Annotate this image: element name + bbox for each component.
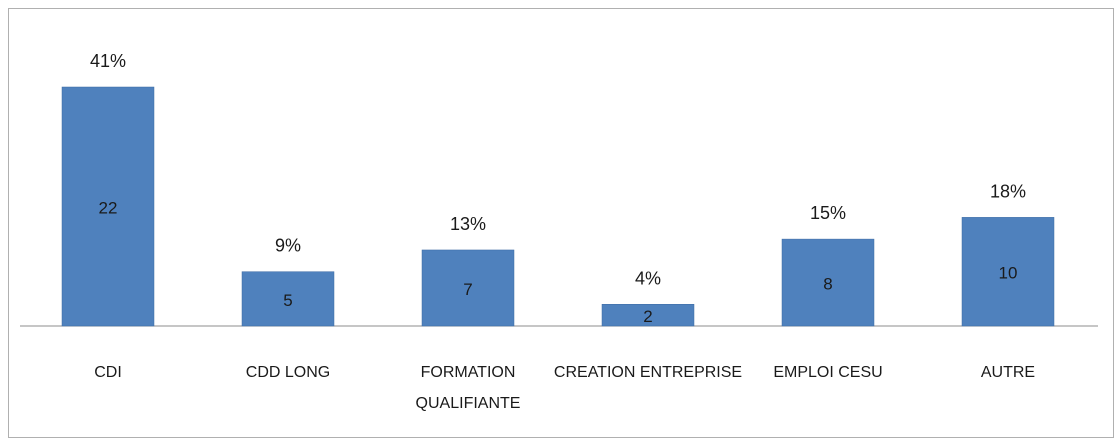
bars-group: [61, 86, 1055, 327]
bar: [781, 238, 875, 327]
labels-group: 22 41% CDI 5 9% CDD LONG 7 13% FORMATION QUALIFIA…: [90, 51, 1035, 412]
category-tick-label: CDD LONG: [246, 364, 330, 381]
bar-value-label: 10: [999, 264, 1018, 283]
bar: [241, 271, 335, 327]
category-tick-label: CDI: [94, 364, 122, 381]
bar-percent-label: 9%: [275, 236, 301, 256]
bar-percent-label: 18%: [990, 181, 1026, 201]
bar-value-label: 2: [643, 307, 652, 326]
category-tick-label: EMPLOI CESU: [773, 364, 882, 381]
bar-percent-label: 13%: [450, 214, 486, 234]
category-tick-label: AUTRE: [981, 364, 1035, 381]
chart-frame: [8, 8, 1114, 438]
bar: [61, 86, 155, 327]
bar-percent-label: 4%: [635, 268, 661, 288]
bar-value-label: 8: [823, 275, 832, 294]
bar-percent-label: 15%: [810, 203, 846, 223]
bar-value-label: 22: [99, 199, 118, 218]
category-tick-label: CREATION ENTREPRISE: [554, 364, 742, 381]
category-tick-label: QUALIFIANTE: [416, 395, 521, 412]
bar: [961, 217, 1055, 327]
bar: [421, 249, 515, 327]
bar-value-label: 7: [463, 280, 472, 299]
bar-value-label: 5: [283, 291, 292, 310]
category-tick-label: FORMATION: [421, 364, 516, 381]
bar: [601, 304, 695, 327]
bar-percent-label: 41%: [90, 51, 126, 71]
